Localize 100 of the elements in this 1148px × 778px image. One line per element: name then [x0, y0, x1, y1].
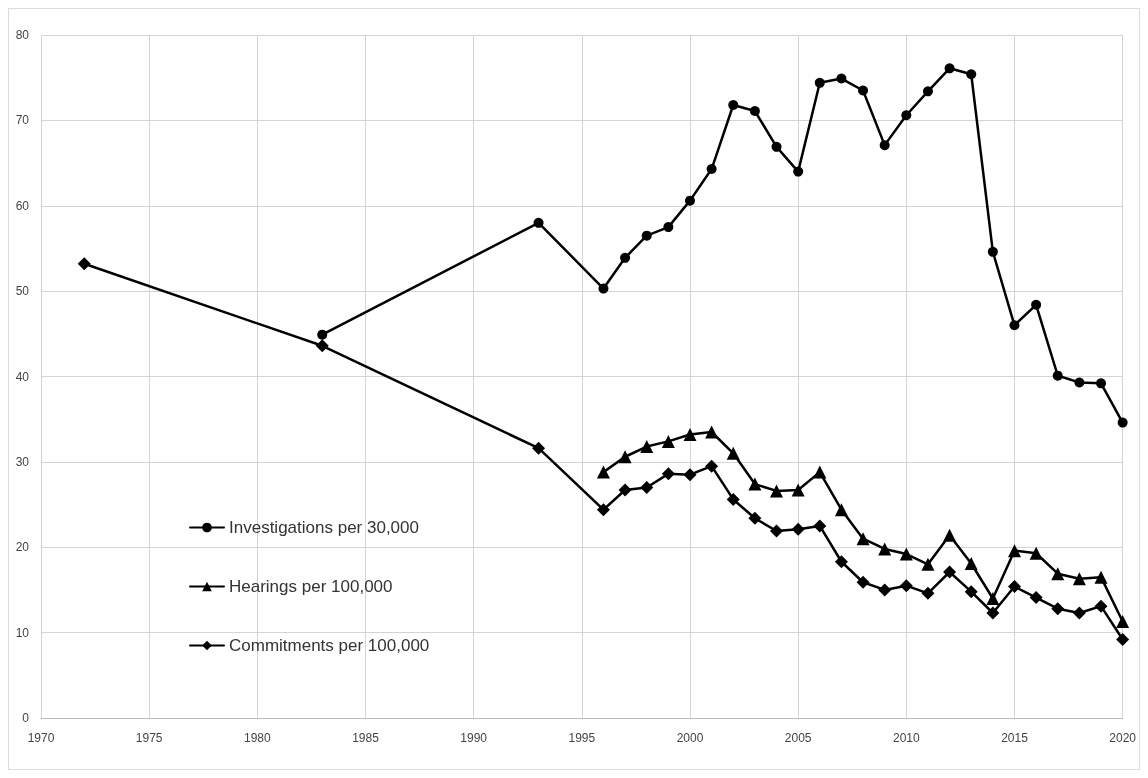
y-tick-label: 30: [15, 454, 30, 469]
point: [1029, 546, 1043, 560]
point: [317, 329, 328, 340]
point: [899, 547, 913, 561]
x-tick-label: 2005: [784, 731, 812, 745]
y-tick-label: 70: [15, 113, 30, 128]
point: [987, 246, 998, 257]
x-tick-label: 1970: [27, 731, 55, 745]
x-tick-label: 1995: [568, 731, 596, 745]
point: [728, 100, 739, 110]
point: [315, 339, 329, 353]
point: [1096, 378, 1107, 389]
point: [532, 441, 546, 455]
point: [640, 440, 654, 454]
point: [856, 532, 870, 546]
point: [921, 586, 935, 600]
point: [834, 503, 848, 517]
point: [705, 425, 719, 439]
point: [748, 511, 762, 525]
point: [1116, 615, 1130, 629]
point: [770, 484, 784, 498]
point: [791, 483, 805, 497]
point: [1051, 602, 1065, 616]
point: [683, 428, 697, 442]
legend-label: Commitments per 100,000: [229, 636, 430, 655]
point: [1051, 567, 1065, 581]
point: [771, 141, 782, 152]
point: [77, 257, 91, 271]
point: [685, 195, 695, 206]
y-tick-label: 10: [15, 625, 30, 640]
point: [1116, 632, 1130, 646]
point: [596, 465, 610, 479]
point: [856, 575, 870, 589]
x-tick-label: 1975: [135, 731, 163, 745]
y-tick-label: 20: [15, 540, 30, 555]
point: [813, 519, 827, 533]
point: [878, 542, 892, 556]
point: [1007, 544, 1021, 558]
point: [943, 565, 957, 579]
point: [749, 105, 760, 116]
point: [620, 252, 631, 263]
point: [943, 528, 957, 542]
point: [641, 230, 652, 241]
point: [640, 480, 654, 494]
point: [770, 524, 784, 538]
point: [899, 579, 913, 593]
point: [705, 459, 719, 473]
legend-label: Hearings per 100,000: [229, 577, 393, 596]
x-tick-label: 2020: [1109, 731, 1137, 745]
x-tick-label: 1980: [243, 731, 271, 745]
point: [986, 591, 1000, 605]
point: [596, 503, 610, 517]
point: [1007, 580, 1021, 594]
point: [748, 477, 762, 491]
x-tick-label: 2015: [1001, 731, 1029, 745]
x-tick-label: 1985: [352, 731, 380, 745]
point: [964, 556, 978, 570]
point: [901, 110, 912, 121]
point: [814, 77, 825, 88]
x-tick-label: 1990: [460, 731, 488, 745]
point: [793, 166, 804, 177]
point: [726, 492, 740, 506]
point: [858, 85, 869, 96]
y-tick-label: 40: [15, 369, 30, 384]
point: [834, 555, 848, 569]
point: [706, 164, 717, 175]
point: [1031, 299, 1042, 310]
point: [878, 583, 892, 597]
point: [1117, 417, 1128, 428]
point: [1094, 599, 1108, 613]
point: [661, 467, 675, 481]
point: [1094, 570, 1108, 584]
point: [1072, 572, 1086, 586]
point: [1009, 320, 1020, 331]
x-tick-label: 2000: [676, 731, 704, 745]
point: [964, 585, 978, 599]
point: [1052, 370, 1063, 381]
point: [986, 606, 1000, 620]
point: [944, 63, 955, 74]
point: [791, 522, 805, 536]
point: [726, 446, 740, 460]
point: [921, 557, 935, 571]
point: [1029, 591, 1043, 605]
point: [1072, 606, 1086, 620]
y-tick-label: 60: [15, 198, 30, 213]
y-tick-label: 50: [15, 284, 30, 299]
point: [598, 283, 609, 294]
point: [618, 450, 632, 464]
point: [879, 140, 890, 151]
point: [661, 434, 675, 448]
point: [813, 465, 827, 479]
point: [618, 483, 632, 497]
x-tick-label: 2010: [892, 731, 920, 745]
point: [1074, 377, 1085, 388]
point: [836, 73, 847, 84]
y-tick-label: 0: [22, 711, 30, 725]
legend-label: Investigations per 30,000: [229, 518, 419, 537]
y-tick-label: 80: [15, 28, 30, 42]
point: [663, 222, 674, 233]
point: [683, 468, 697, 482]
